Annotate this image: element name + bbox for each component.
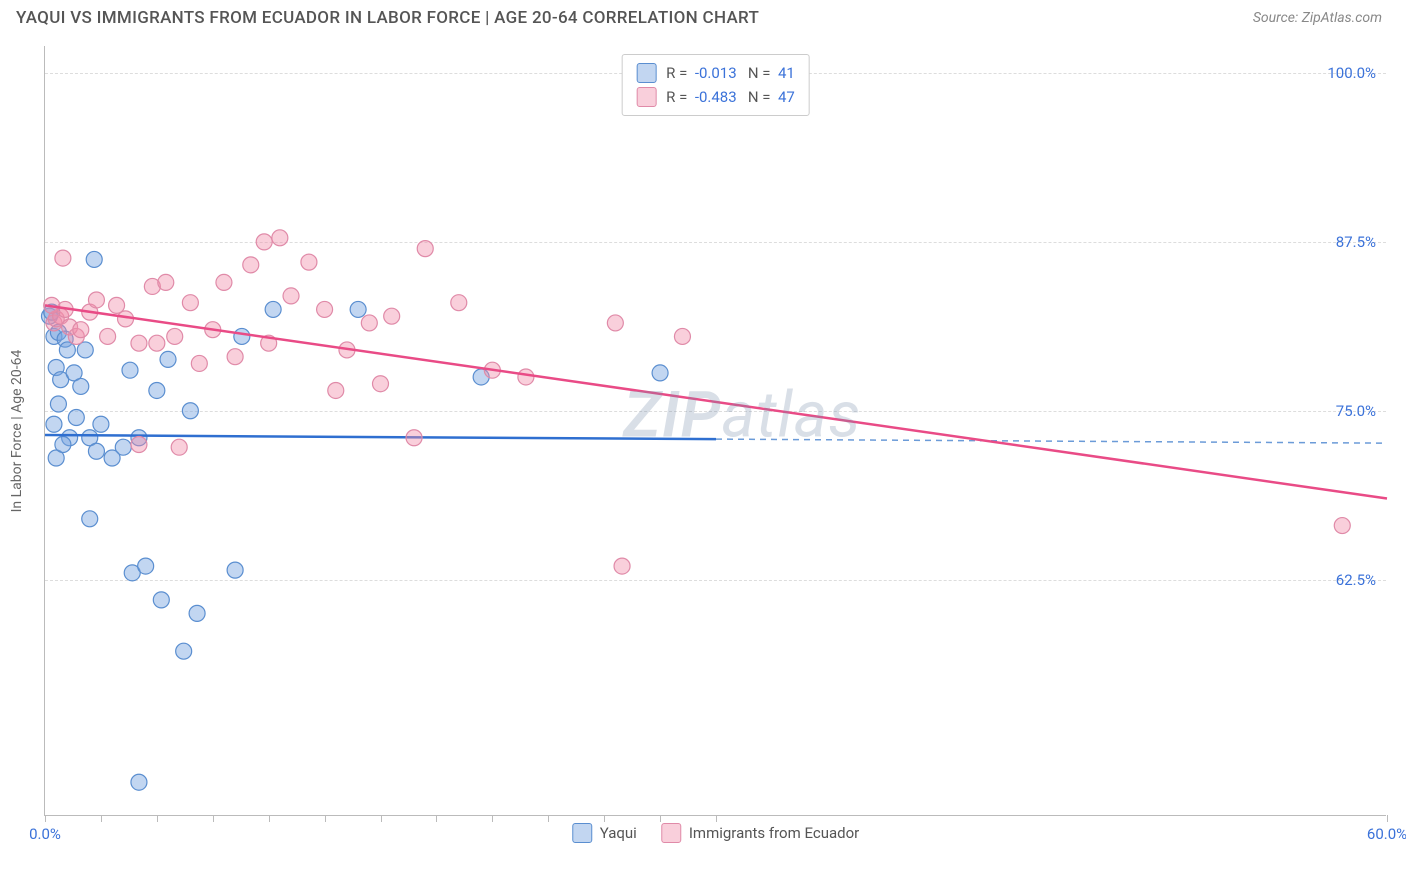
- data-point: [73, 322, 89, 338]
- x-tick-label: 60.0%: [1367, 825, 1406, 843]
- data-point: [227, 562, 243, 578]
- data-point: [176, 643, 192, 659]
- data-point: [115, 439, 131, 455]
- data-point: [153, 592, 169, 608]
- data-point: [361, 315, 377, 331]
- data-point: [182, 403, 198, 419]
- x-tick: [101, 815, 102, 822]
- swatch-ecuador: [636, 87, 656, 107]
- data-point: [234, 328, 250, 344]
- data-point: [384, 308, 400, 324]
- data-point: [518, 369, 534, 385]
- data-point: [131, 437, 147, 453]
- data-point: [652, 365, 668, 381]
- data-point: [88, 292, 104, 308]
- swatch-yaqui: [636, 63, 656, 83]
- data-point: [182, 295, 198, 311]
- trend-line-extrapolated: [716, 439, 1387, 443]
- x-tick: [436, 815, 437, 822]
- y-axis-label: In Labor Force | Age 20-64: [9, 349, 25, 512]
- data-point: [88, 443, 104, 459]
- scatter-plot-svg: [45, 46, 1386, 815]
- data-point: [158, 274, 174, 290]
- data-point: [614, 558, 630, 574]
- data-point: [189, 605, 205, 621]
- x-tick: [325, 815, 326, 822]
- data-point: [227, 349, 243, 365]
- data-point: [100, 328, 116, 344]
- data-point: [131, 774, 147, 790]
- x-tick: [716, 815, 717, 822]
- data-point: [73, 378, 89, 394]
- x-tick: [269, 815, 270, 822]
- data-point: [406, 430, 422, 446]
- trend-line: [45, 305, 1387, 498]
- data-point: [82, 511, 98, 527]
- data-point: [256, 234, 272, 250]
- data-point: [55, 250, 71, 266]
- data-point: [350, 301, 366, 317]
- data-point: [272, 230, 288, 246]
- data-point: [1334, 518, 1350, 534]
- data-point: [243, 257, 259, 273]
- data-point: [50, 396, 66, 412]
- x-tick: [492, 815, 493, 822]
- correlation-legend: R = -0.013 N = 41 R = -0.483 N = 47: [621, 54, 810, 116]
- data-point: [86, 251, 102, 267]
- swatch-yaqui-icon: [572, 823, 592, 843]
- data-point: [167, 328, 183, 344]
- data-point: [122, 362, 138, 378]
- swatch-ecuador-icon: [661, 823, 681, 843]
- x-tick-label: 0.0%: [29, 825, 61, 843]
- data-point: [674, 328, 690, 344]
- data-point: [373, 376, 389, 392]
- data-point: [171, 439, 187, 455]
- data-point: [283, 288, 299, 304]
- x-tick: [1387, 815, 1388, 822]
- x-tick: [45, 815, 46, 822]
- data-point: [607, 315, 623, 331]
- data-point: [265, 301, 281, 317]
- legend-row-yaqui: R = -0.013 N = 41: [636, 61, 795, 85]
- data-point: [301, 254, 317, 270]
- data-point: [149, 335, 165, 351]
- x-tick: [157, 815, 158, 822]
- data-point: [131, 335, 147, 351]
- data-point: [328, 382, 344, 398]
- x-tick: [604, 815, 605, 822]
- data-point: [191, 355, 207, 371]
- x-tick: [381, 815, 382, 822]
- chart-plot-area: In Labor Force | Age 20-64 62.5%75.0%87.…: [44, 46, 1386, 816]
- data-point: [46, 416, 62, 432]
- legend-row-ecuador: R = -0.483 N = 47: [636, 85, 795, 109]
- data-point: [68, 409, 84, 425]
- legend-item-yaqui: Yaqui: [572, 823, 637, 843]
- data-point: [417, 241, 433, 257]
- series-legend: Yaqui Immigrants from Ecuador: [572, 823, 859, 843]
- data-point: [317, 301, 333, 317]
- x-tick: [660, 815, 661, 822]
- x-tick: [213, 815, 214, 822]
- data-point: [55, 437, 71, 453]
- data-point: [93, 416, 109, 432]
- source-attribution: Source: ZipAtlas.com: [1253, 10, 1382, 26]
- data-point: [160, 351, 176, 367]
- x-tick: [548, 815, 549, 822]
- chart-title: YAQUI VS IMMIGRANTS FROM ECUADOR IN LABO…: [16, 8, 759, 28]
- data-point: [216, 274, 232, 290]
- legend-item-ecuador: Immigrants from Ecuador: [661, 823, 859, 843]
- data-point: [149, 382, 165, 398]
- data-point: [451, 295, 467, 311]
- data-point: [138, 558, 154, 574]
